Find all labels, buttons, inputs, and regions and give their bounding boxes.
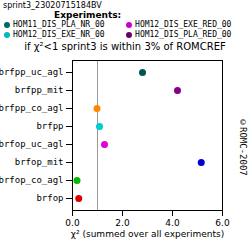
svg-text:6.0: 6.0: [215, 218, 230, 228]
svg-text:0.0: 0.0: [65, 218, 80, 228]
html-text:HOM11_DIS_PLA_NR_00: HOM11_DIS_PLA_NR_00: [13, 20, 105, 29]
html-text:HOM12_DIS_EXE_NR_00: HOM12_DIS_EXE_NR_00: [13, 30, 105, 39]
svg-text:brfpp_mit: brfpp_mit: [15, 85, 64, 95]
svg-text:4.0: 4.0: [165, 218, 180, 228]
svg-text:2.0: 2.0: [115, 218, 130, 228]
html-text:©ROMC-2007: ©ROMC-2007: [238, 116, 248, 176]
svg-text:brfpp_uc_agl: brfpp_uc_agl: [0, 67, 64, 77]
svg-text:brfop: brfop: [36, 193, 63, 203]
svg-text:brfpp: brfpp: [36, 121, 63, 131]
svg-text:brfop_co_agl: brfop_co_agl: [0, 175, 64, 185]
svg-text:χ² (summed over all experiment: χ² (summed over all experiments): [71, 229, 224, 239]
svg-text:brfop_mit: brfop_mit: [15, 157, 64, 167]
html-text:HOM12_DIS_EXE_RED_00: HOM12_DIS_EXE_RED_00: [135, 20, 232, 29]
html-text:Experiments:: Experiments:: [54, 10, 122, 20]
html-text:sprint3_23020715184BV: sprint3_23020715184BV: [3, 1, 102, 10]
svg-text:brfop_uc_agl: brfop_uc_agl: [0, 139, 64, 149]
svg-text:brfpp_co_agl: brfpp_co_agl: [0, 103, 64, 113]
html-text:HOM12_DIS_PLA_RED_00: HOM12_DIS_PLA_RED_00: [135, 30, 232, 39]
html-text:if χ²<1 sprint3 is within 3% o: if χ²<1 sprint3 is within 3% of ROMCREF: [24, 41, 226, 52]
